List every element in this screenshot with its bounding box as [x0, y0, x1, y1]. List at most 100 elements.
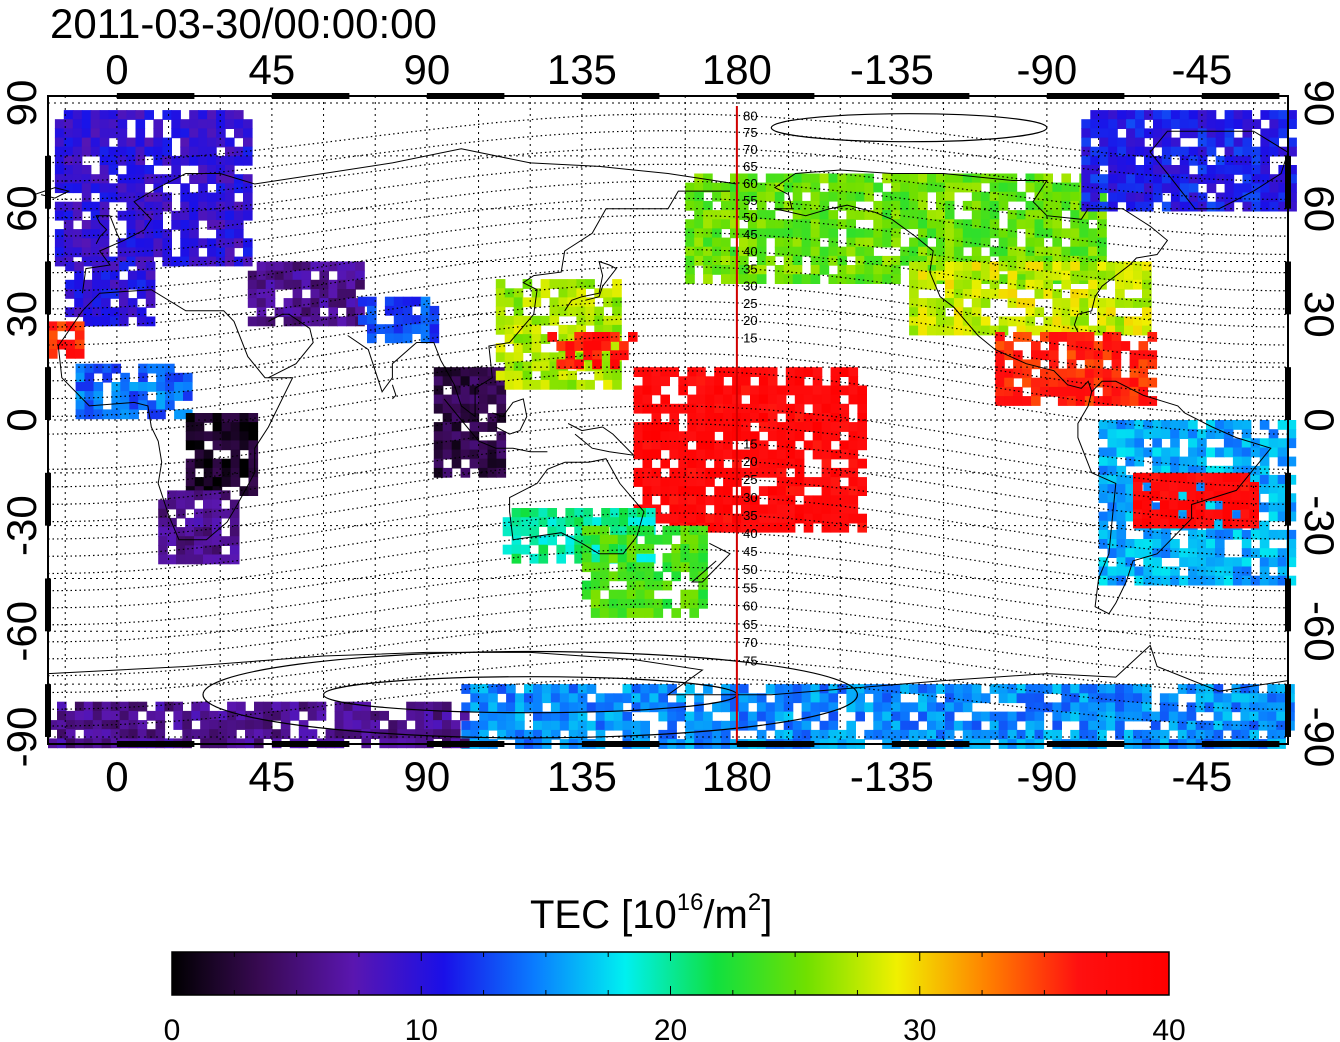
tec-cell — [1206, 465, 1216, 476]
tec-cell — [689, 544, 699, 554]
tec-cell — [495, 370, 506, 381]
tec-cell — [1043, 246, 1053, 257]
tec-cell — [212, 554, 222, 565]
tec-cell — [642, 367, 653, 377]
tec-cell — [585, 279, 595, 289]
tec-cell — [1116, 465, 1127, 476]
tec-cell — [953, 720, 964, 731]
tec-cell — [821, 413, 832, 423]
tec-cell — [687, 449, 697, 460]
tec-cell — [442, 413, 453, 423]
tec-cell — [696, 513, 706, 524]
tec-cell — [176, 554, 186, 565]
tec-cell — [839, 367, 850, 377]
tec-cell — [185, 499, 195, 510]
tec-cell — [81, 174, 92, 184]
tec-cell — [1125, 557, 1135, 568]
tec-cell — [687, 504, 697, 515]
tec-cell — [1152, 429, 1162, 439]
tec-cell — [1079, 219, 1089, 230]
tec-cell — [592, 359, 602, 370]
tec-cell — [962, 255, 973, 266]
tec-cell — [599, 580, 610, 591]
tec-cell — [918, 191, 928, 202]
tec-cell — [1286, 511, 1297, 522]
tec-cell — [1188, 119, 1199, 129]
colorbar-tick-label: 30 — [903, 1014, 936, 1042]
tec-cell — [1286, 429, 1297, 439]
tec-cell — [207, 165, 217, 175]
tec-cell — [126, 155, 137, 166]
tec-cell — [927, 182, 937, 193]
tec-cell — [1025, 307, 1036, 318]
tec-cell — [63, 110, 74, 120]
tec-cell — [644, 534, 655, 545]
tec-cell — [1081, 119, 1091, 129]
tec-cell — [1222, 491, 1233, 501]
tec-cell — [830, 394, 841, 405]
tec-cell — [1161, 447, 1171, 458]
tec-cell — [1049, 332, 1059, 342]
tec-cell — [1117, 192, 1127, 203]
tec-cell — [678, 467, 688, 478]
tec-cell — [739, 255, 749, 266]
tec-cell — [1268, 447, 1279, 458]
tec-cell — [189, 146, 199, 157]
tec-cell — [1177, 482, 1188, 492]
tec-cell — [185, 440, 196, 451]
tec-cell — [891, 274, 901, 284]
tec-cell — [81, 137, 92, 148]
tec-cell — [599, 553, 610, 563]
tec-cell — [998, 729, 1009, 740]
tec-cell — [830, 504, 841, 515]
tec-cell — [1241, 557, 1252, 568]
tec-cell — [1240, 500, 1251, 511]
tec-cell — [794, 504, 805, 515]
tec-cell — [821, 440, 832, 451]
tec-cell — [1093, 341, 1104, 351]
magnetic-contour — [47, 476, 1289, 540]
tec-cell — [171, 210, 181, 221]
tec-cell — [909, 182, 919, 193]
tec-cell — [556, 526, 566, 537]
tec-cell — [388, 720, 398, 730]
tec-cell — [135, 146, 146, 157]
tec-cell — [1250, 529, 1261, 540]
tec-cell — [504, 334, 515, 344]
tec-cell — [1126, 183, 1136, 194]
tec-cell — [794, 458, 805, 469]
tec-cell — [54, 146, 65, 157]
tec-cell — [1097, 702, 1107, 713]
tec-cell — [767, 495, 778, 506]
tec-cell — [1152, 438, 1162, 449]
tec-cell — [48, 720, 58, 730]
tec-cell — [989, 210, 1000, 220]
tec-cell — [1231, 729, 1242, 740]
tec-cell — [1126, 137, 1136, 148]
tec-cell — [328, 289, 338, 299]
tec-cell — [549, 361, 560, 372]
tec-cell — [216, 238, 226, 249]
tec-cell — [180, 128, 190, 139]
tec-cell — [225, 201, 235, 212]
tec-cell — [221, 467, 232, 478]
tec-cell — [283, 279, 294, 290]
tec-cell — [117, 119, 128, 129]
tec-cell — [1188, 566, 1198, 577]
tec-cell — [785, 440, 796, 451]
tec-cell — [712, 191, 722, 202]
tec-cell — [1125, 566, 1135, 577]
tec-cell — [216, 155, 226, 166]
tec-cell — [723, 522, 733, 533]
tec-cell — [1223, 575, 1234, 586]
tec-cell — [1142, 518, 1152, 529]
tec-cell — [1179, 511, 1189, 522]
tec-cell — [944, 270, 955, 281]
tec-cell — [1034, 720, 1045, 731]
tec-cell — [424, 701, 434, 712]
tec-cell — [248, 486, 259, 496]
tec-cell — [944, 200, 955, 211]
tec-cell — [243, 137, 253, 148]
tec-cell — [651, 486, 662, 496]
tec-cell — [989, 720, 1000, 731]
